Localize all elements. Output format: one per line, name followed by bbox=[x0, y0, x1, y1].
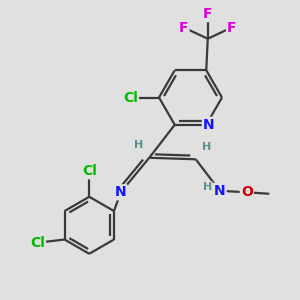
Text: N: N bbox=[214, 184, 226, 198]
Text: Cl: Cl bbox=[30, 236, 45, 250]
Text: O: O bbox=[241, 185, 253, 199]
Text: Cl: Cl bbox=[123, 91, 138, 104]
Text: H: H bbox=[202, 182, 212, 192]
Text: F: F bbox=[203, 7, 212, 21]
Text: H: H bbox=[134, 140, 143, 150]
Text: N: N bbox=[203, 118, 214, 132]
Text: F: F bbox=[179, 21, 188, 35]
Text: Cl: Cl bbox=[82, 164, 97, 178]
Text: H: H bbox=[202, 142, 211, 152]
Text: F: F bbox=[227, 21, 236, 35]
Text: N: N bbox=[115, 185, 127, 199]
